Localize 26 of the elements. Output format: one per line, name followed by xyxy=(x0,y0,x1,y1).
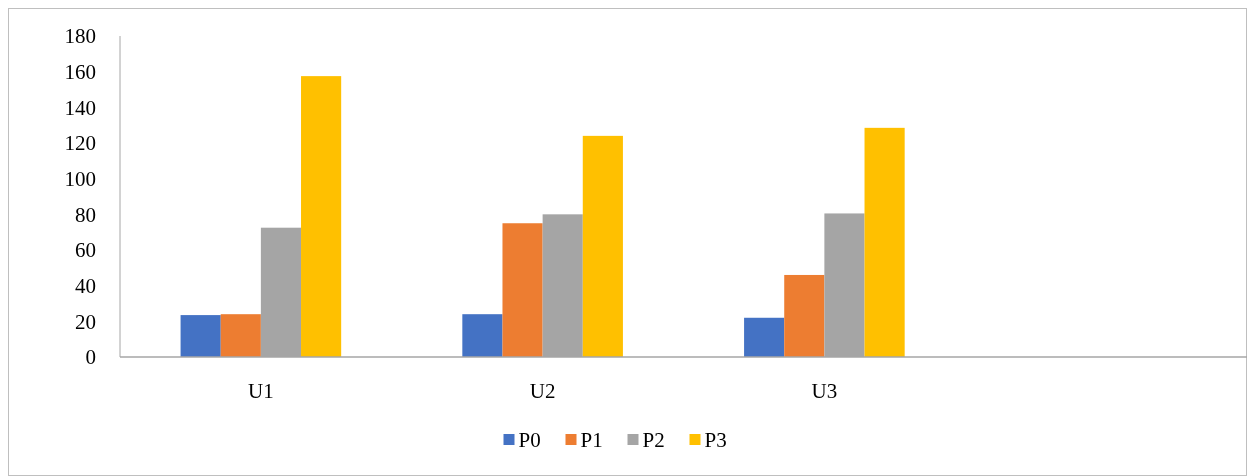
y-tick-label: 0 xyxy=(85,345,96,370)
bar xyxy=(220,314,261,357)
bar xyxy=(462,314,503,357)
bar xyxy=(502,223,543,357)
y-tick-label: 140 xyxy=(64,95,96,120)
bar xyxy=(864,127,905,357)
y-tick-label: 100 xyxy=(64,167,96,192)
x-tick-label: U1 xyxy=(248,379,274,403)
y-tick-label: 40 xyxy=(75,274,96,299)
y-tick-label: 20 xyxy=(75,309,96,334)
legend-label: P3 xyxy=(704,428,727,453)
legend-label: P2 xyxy=(642,428,665,453)
y-tick-label: 80 xyxy=(75,202,96,227)
x-tick-label: U2 xyxy=(529,379,556,403)
legend-label: P1 xyxy=(580,428,603,453)
bar xyxy=(301,76,342,357)
bar xyxy=(744,317,785,357)
legend-label: P0 xyxy=(518,428,541,453)
x-tick-label: U3 xyxy=(811,379,838,403)
bar xyxy=(180,315,221,357)
y-tick-label: 120 xyxy=(64,131,96,156)
y-tick-label: 160 xyxy=(64,60,96,85)
y-tick-label: 60 xyxy=(75,238,96,263)
bar xyxy=(582,135,623,357)
bar xyxy=(784,274,825,357)
y-tick-label: 180 xyxy=(64,24,96,49)
